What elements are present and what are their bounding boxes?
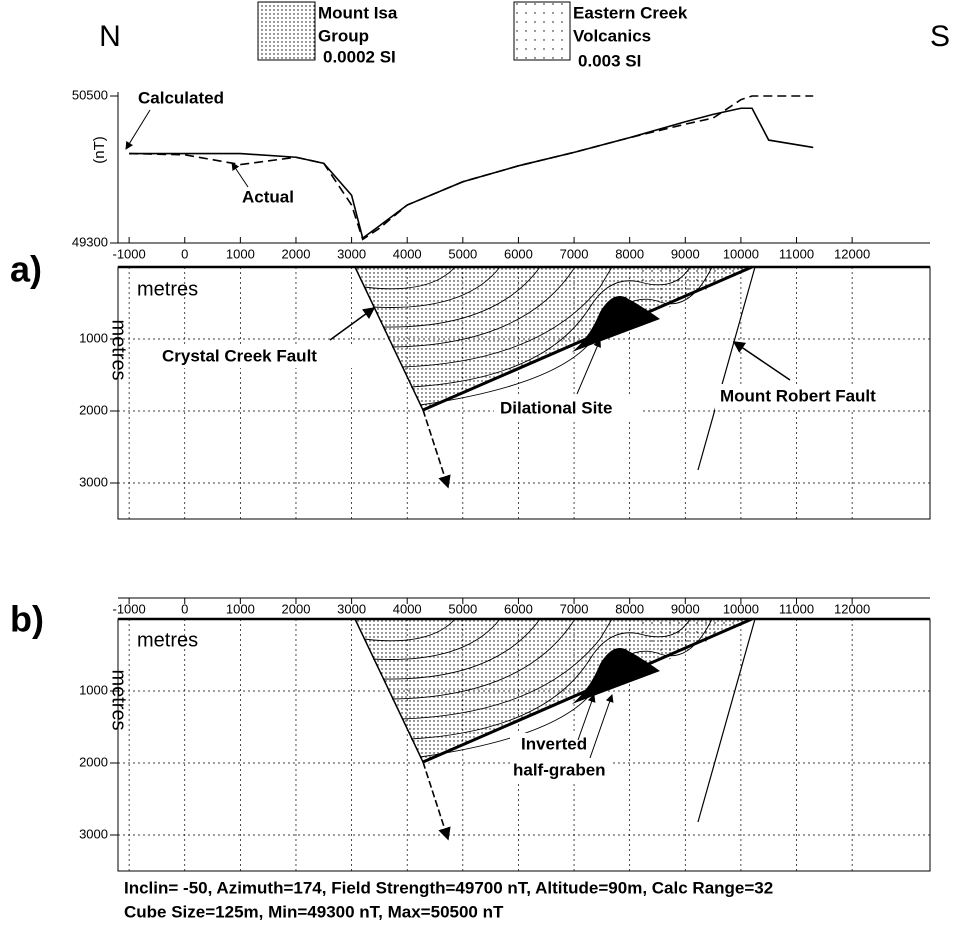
x-tick-label: 11000 (779, 601, 814, 616)
x-tick-label: 3000 (337, 601, 366, 616)
x-tick-label: 11000 (779, 246, 814, 261)
x-tick-label: 4000 (393, 601, 422, 616)
x-tick-label: 1000 (226, 246, 255, 261)
legend-text: Eastern Creek (573, 3, 688, 22)
south-label: S (930, 20, 950, 53)
x-tick-label: -1000 (112, 601, 145, 616)
annotation-arrow (126, 110, 150, 149)
legend-text: Mount Isa (318, 3, 398, 22)
x-tick-label: 3000 (337, 246, 366, 261)
x-tick-label: 8000 (615, 246, 644, 261)
x-tick-label: 7000 (560, 601, 589, 616)
unit-label: metres (108, 319, 130, 380)
panel-label: a) (10, 249, 42, 290)
x-tick-label: 0 (181, 601, 188, 616)
x-tick-label: 10000 (723, 601, 759, 616)
x-tick-label: 2000 (282, 601, 311, 616)
annotation: Inverted (521, 734, 587, 753)
profile-line (129, 108, 813, 238)
x-tick-label: 7000 (560, 246, 589, 261)
annotation: Crystal Creek Fault (162, 346, 317, 365)
x-tick-label: 10000 (723, 246, 759, 261)
y-tick-label: 50500 (72, 87, 108, 102)
x-tick-label: 0 (181, 246, 188, 261)
x-tick-label: 1000 (226, 601, 255, 616)
figure: N S Mount Isa Group 0.0002 SI Eastern Cr… (0, 0, 979, 936)
legend-text: 0.003 SI (578, 51, 641, 70)
x-tick-label: 6000 (504, 246, 533, 261)
annotation-arrow (734, 342, 790, 380)
x-tick-label: 12000 (834, 601, 870, 616)
footer-text: Inclin= -50, Azimuth=174, Field Strength… (124, 878, 773, 897)
y-axis-label: (nT) (91, 136, 108, 164)
legend-text: Group (318, 26, 369, 45)
legend-text: Volcanics (573, 26, 651, 45)
annotation: half-graben (513, 760, 606, 779)
legend-swatch (258, 2, 315, 60)
page: N S Mount Isa Group 0.0002 SI Eastern Cr… (0, 0, 979, 936)
unit-label: metres (137, 278, 198, 300)
north-label: N (99, 20, 121, 53)
x-tick-label: 6000 (504, 601, 533, 616)
annotation: Calculated (138, 88, 224, 107)
x-tick-label: 8000 (615, 601, 644, 616)
legend-text: 0.0002 SI (323, 47, 396, 66)
y-tick-label: 3000 (79, 474, 108, 489)
x-tick-label: 2000 (282, 246, 311, 261)
panel-label: b) (10, 599, 44, 640)
x-tick-label: 5000 (448, 601, 477, 616)
annotation: Dilational Site (500, 398, 612, 417)
y-tick-label: 49300 (72, 234, 108, 249)
x-tick-label: 12000 (834, 246, 870, 261)
annotation: Mount Robert Fault (720, 386, 876, 405)
legend-swatch (514, 2, 570, 60)
y-tick-label: 2000 (79, 754, 108, 769)
y-tick-label: 2000 (79, 402, 108, 417)
footer-text: Cube Size=125m, Min=49300 nT, Max=50500 … (124, 902, 504, 921)
x-tick-label: 4000 (393, 246, 422, 261)
x-tick-label: 9000 (671, 246, 700, 261)
unit-label: metres (108, 669, 130, 730)
annotation-arrow (232, 163, 248, 187)
x-tick-label: 5000 (448, 246, 477, 261)
y-tick-label: 3000 (79, 826, 108, 841)
y-tick-label: 1000 (79, 330, 108, 345)
unit-label: metres (137, 629, 198, 651)
profile-line (129, 96, 813, 239)
x-tick-label: -1000 (112, 246, 145, 261)
y-tick-label: 1000 (79, 682, 108, 697)
annotation-arrow (330, 308, 374, 340)
annotation: Actual (242, 187, 294, 206)
x-tick-label: 9000 (671, 601, 700, 616)
